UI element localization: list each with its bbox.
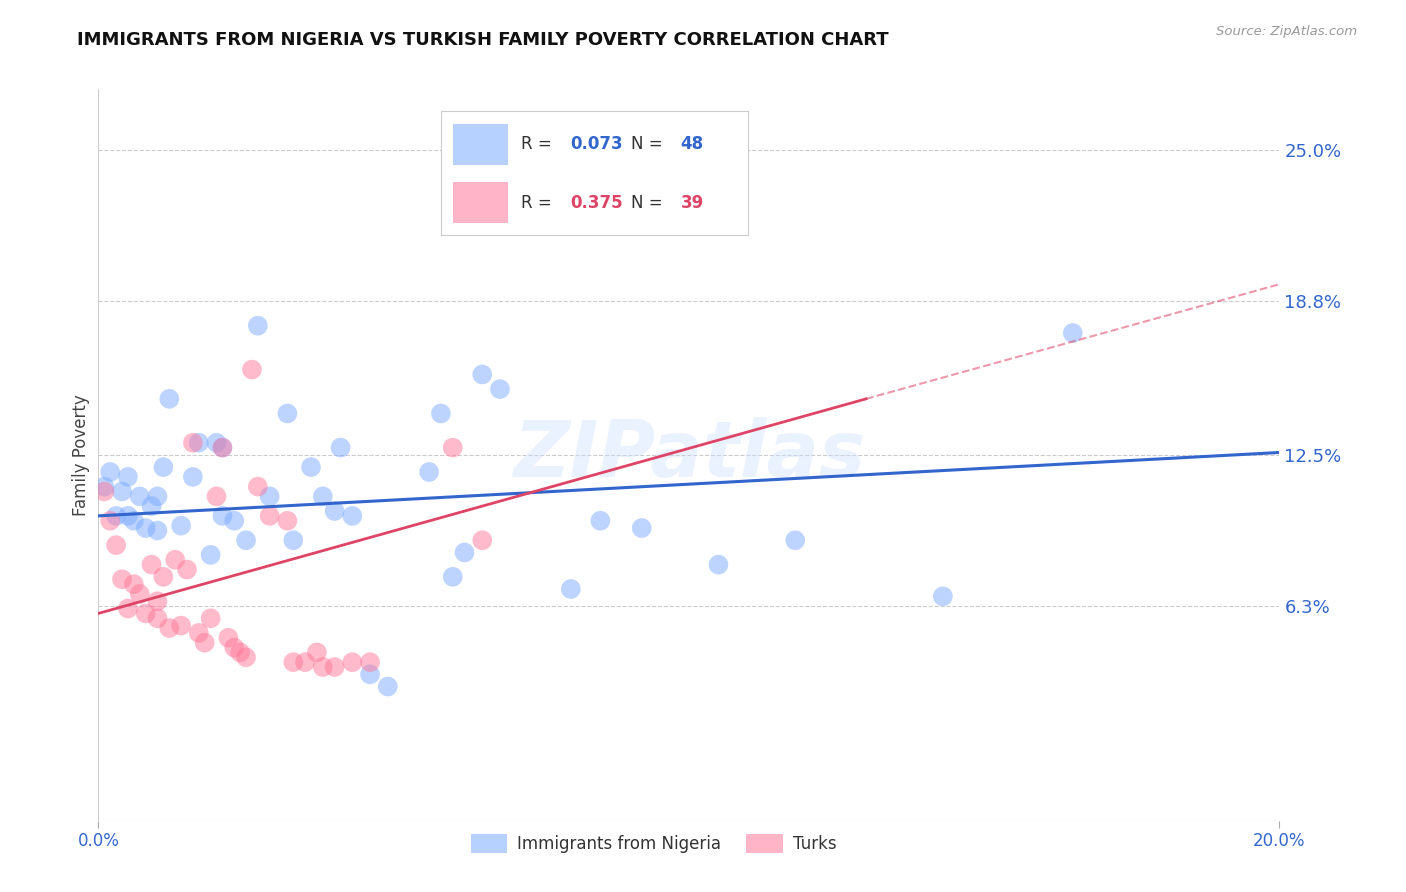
- Point: [187, 626, 209, 640]
- Point: [342, 655, 364, 669]
- Point: [224, 640, 246, 655]
- Point: [128, 489, 150, 503]
- Point: [589, 514, 612, 528]
- Point: [283, 533, 305, 548]
- Point: [235, 650, 257, 665]
- Point: [235, 533, 257, 548]
- Y-axis label: Family Poverty: Family Poverty: [72, 394, 90, 516]
- Point: [181, 470, 204, 484]
- Point: [181, 435, 204, 450]
- Point: [152, 460, 174, 475]
- Point: [170, 618, 193, 632]
- Point: [294, 655, 316, 669]
- Point: [98, 465, 121, 479]
- Point: [418, 465, 440, 479]
- Point: [111, 484, 134, 499]
- Point: [246, 480, 269, 494]
- Point: [117, 601, 139, 615]
- Point: [342, 508, 364, 523]
- Point: [471, 533, 494, 548]
- Point: [560, 582, 582, 596]
- Point: [430, 407, 453, 421]
- Point: [512, 192, 534, 206]
- Point: [205, 435, 228, 450]
- Point: [135, 521, 157, 535]
- Point: [93, 480, 115, 494]
- Point: [146, 611, 169, 625]
- Text: Source: ZipAtlas.com: Source: ZipAtlas.com: [1216, 25, 1357, 38]
- Point: [105, 538, 128, 552]
- Point: [200, 548, 222, 562]
- Point: [1062, 326, 1084, 340]
- Point: [157, 621, 180, 635]
- Point: [152, 570, 174, 584]
- Point: [299, 460, 322, 475]
- Point: [785, 533, 807, 548]
- Text: IMMIGRANTS FROM NIGERIA VS TURKISH FAMILY POVERTY CORRELATION CHART: IMMIGRANTS FROM NIGERIA VS TURKISH FAMIL…: [77, 31, 889, 49]
- Point: [283, 655, 305, 669]
- Point: [117, 470, 139, 484]
- Point: [217, 631, 239, 645]
- Point: [329, 441, 352, 455]
- Point: [276, 514, 298, 528]
- Point: [312, 660, 335, 674]
- Point: [211, 441, 233, 455]
- Point: [453, 545, 475, 559]
- Point: [377, 680, 399, 694]
- Point: [359, 667, 381, 681]
- Point: [170, 518, 193, 533]
- Point: [359, 655, 381, 669]
- Point: [146, 524, 169, 538]
- Point: [157, 392, 180, 406]
- Point: [135, 607, 157, 621]
- Point: [312, 489, 335, 503]
- Point: [146, 594, 169, 608]
- Point: [246, 318, 269, 333]
- Point: [187, 435, 209, 450]
- Point: [229, 645, 252, 659]
- Point: [128, 587, 150, 601]
- Point: [165, 553, 187, 567]
- Point: [471, 368, 494, 382]
- Point: [200, 611, 222, 625]
- Point: [141, 558, 163, 572]
- Point: [240, 362, 263, 376]
- Point: [93, 484, 115, 499]
- Point: [98, 514, 121, 528]
- Legend: Immigrants from Nigeria, Turks: Immigrants from Nigeria, Turks: [464, 827, 844, 860]
- Point: [441, 441, 464, 455]
- Point: [224, 514, 246, 528]
- Point: [111, 572, 134, 586]
- Point: [630, 521, 652, 535]
- Point: [932, 590, 955, 604]
- Point: [194, 635, 217, 649]
- Point: [276, 407, 298, 421]
- Point: [105, 508, 128, 523]
- Point: [707, 558, 730, 572]
- Point: [259, 489, 281, 503]
- Point: [122, 577, 145, 591]
- Point: [489, 382, 512, 396]
- Text: ZIPatlas: ZIPatlas: [513, 417, 865, 493]
- Point: [259, 508, 281, 523]
- Point: [323, 660, 346, 674]
- Point: [205, 489, 228, 503]
- Point: [141, 499, 163, 513]
- Point: [211, 508, 233, 523]
- Point: [323, 504, 346, 518]
- Point: [441, 570, 464, 584]
- Point: [122, 514, 145, 528]
- Point: [305, 645, 328, 659]
- Point: [211, 441, 233, 455]
- Point: [117, 508, 139, 523]
- Point: [146, 489, 169, 503]
- Point: [176, 562, 198, 576]
